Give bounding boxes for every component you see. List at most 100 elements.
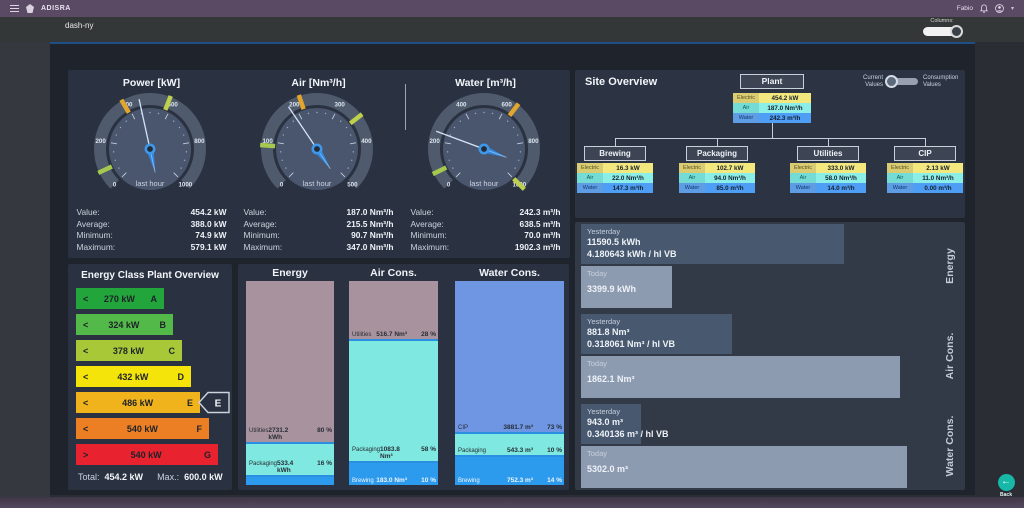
node-utilities-header: Utilities bbox=[797, 146, 859, 161]
values-toggle-knob[interactable] bbox=[885, 75, 898, 89]
bottom-strip bbox=[0, 497, 1024, 508]
class-letter: A bbox=[150, 293, 157, 304]
account-icon[interactable] bbox=[995, 4, 1004, 13]
column-title-1: Air Cons. bbox=[370, 267, 417, 279]
max-marker bbox=[348, 112, 364, 126]
node-row-water: Water 147.3 m³/h bbox=[577, 183, 653, 193]
gauge-needle bbox=[138, 99, 151, 150]
class-threshold: 378 kW bbox=[112, 345, 144, 356]
class-row-E: <486 kW E bbox=[76, 392, 200, 413]
stat-label: Value: bbox=[243, 207, 267, 217]
energy-class-rows: <270 kW A <324 kW B <378 kW C <432 kW D <486 kW E… bbox=[76, 288, 232, 466]
stat-label: Maximum: bbox=[243, 241, 283, 252]
gauge-stat-row: Maximum: 579.1 kW bbox=[77, 242, 227, 254]
node-row-label: Air bbox=[733, 103, 759, 113]
gauge-stat-row: Minimum: 70.0 m³/h bbox=[411, 230, 561, 242]
node-row-water: Water 85.0 m³/h bbox=[679, 183, 755, 193]
gauges-row: Power [kW] 0 200 400 600 800 1000 last hour Valu… bbox=[68, 70, 570, 253]
gauge-1: Air [Nm³/h] 0 100 200 300 400 500 last hour Valu… bbox=[235, 70, 402, 253]
segment-value: 1083.8 Nm³ bbox=[380, 446, 400, 461]
node-row-electric: Electric 333.0 kW bbox=[790, 163, 866, 173]
class-compare: > bbox=[83, 449, 89, 460]
columns-slider-knob[interactable] bbox=[950, 25, 963, 38]
user-name-label[interactable]: Fabio bbox=[956, 5, 973, 12]
avg-marker bbox=[119, 98, 131, 114]
tree-connector bbox=[615, 138, 926, 139]
node-row-electric: Electric 454.2 kW bbox=[733, 93, 811, 103]
today-bar-2: Today 5302.0 m³ bbox=[581, 446, 907, 488]
current-class-pointer: E bbox=[198, 391, 230, 414]
class-threshold: 270 kW bbox=[103, 293, 135, 304]
gauge-stat-row: Maximum: 347.0 Nm³/h bbox=[244, 242, 394, 254]
current-values-label: Current Values bbox=[862, 75, 883, 88]
yesterday-per-hl: 0.340136 m³ / hl VB bbox=[587, 429, 669, 439]
segment-pct: 10 % bbox=[547, 446, 562, 454]
daily-consumption-panel: Yesterday 11590.5 kWh 4.180643 kWh / hl VB… bbox=[575, 222, 965, 490]
stat-value: 454.2 kW bbox=[190, 207, 227, 217]
gauges-panel: Power [kW] 0 200 400 600 800 1000 last hour Valu… bbox=[68, 70, 570, 258]
account-caret-icon[interactable]: ▾ bbox=[1010, 6, 1014, 12]
stat-label: Average: bbox=[76, 218, 110, 229]
site-overview-panel: Site Overview Current Values Consumption… bbox=[575, 70, 965, 218]
segment-value: 183.0 Nm³ bbox=[376, 476, 407, 484]
node-row-label: Water bbox=[577, 183, 603, 193]
class-letter: B bbox=[159, 319, 166, 330]
yesterday-value: 881.8 Nm³ bbox=[587, 327, 630, 337]
values-toggle-slider[interactable] bbox=[885, 75, 918, 89]
class-letter: C bbox=[168, 345, 175, 356]
today-label: Today bbox=[587, 269, 608, 278]
node-row-value: 454.2 kW bbox=[759, 93, 811, 103]
values-toggle: Current Values Consumption Values bbox=[849, 75, 959, 89]
columns-slider[interactable] bbox=[923, 25, 963, 38]
svg-text:1000: 1000 bbox=[178, 181, 192, 188]
back-arrow-icon[interactable]: ← bbox=[997, 474, 1015, 491]
gauge-stat-row: Average: 388.0 kW bbox=[77, 219, 227, 231]
class-compare: < bbox=[83, 397, 89, 408]
yesterday-value: 11590.5 kWh bbox=[587, 237, 641, 247]
back-button[interactable]: ← Back bbox=[995, 474, 1017, 498]
node-row-value: 85.0 m³/h bbox=[705, 183, 755, 193]
class-compare: < bbox=[83, 319, 89, 330]
adisra-logo-icon bbox=[26, 4, 34, 13]
node-row-air: Air 22.0 Nm³/h bbox=[577, 173, 653, 183]
svg-text:200: 200 bbox=[429, 138, 440, 145]
stat-label: Average: bbox=[410, 218, 444, 229]
svg-text:400: 400 bbox=[361, 138, 372, 145]
consumption-values-label: Consumption Values bbox=[923, 75, 959, 88]
stat-label: Minimum: bbox=[410, 230, 447, 240]
class-letter: E bbox=[186, 397, 193, 408]
tree-connector bbox=[828, 138, 829, 146]
svg-text:800: 800 bbox=[194, 138, 205, 145]
stat-label: Value: bbox=[410, 207, 434, 217]
column-stack-1: Utilities 516.7 Nm³ 28 % Packaging 1083.8 Nm… bbox=[349, 281, 438, 485]
node-packaging-table: Electric 102.7 kW Air 94.0 Nm³/h Water 85.0 m… bbox=[679, 163, 755, 193]
svg-text:400: 400 bbox=[122, 101, 133, 108]
node-row-value: 58.0 Nm³/h bbox=[816, 173, 866, 183]
notifications-bell-icon[interactable] bbox=[980, 4, 988, 13]
total-label: Total: bbox=[78, 472, 100, 482]
stat-label: Maximum: bbox=[410, 241, 450, 252]
max-value: 600.0 kW bbox=[184, 472, 223, 482]
svg-text:300: 300 bbox=[335, 101, 346, 108]
avg-marker bbox=[296, 94, 306, 110]
today-label: Today bbox=[587, 449, 608, 458]
stat-value: 187.0 Nm³/h bbox=[346, 207, 394, 217]
stat-value: 74.9 kW bbox=[195, 230, 227, 240]
back-label: Back bbox=[1000, 492, 1012, 498]
segment-label: Utilities 2731.2 kWh 80 % bbox=[249, 427, 332, 441]
node-row-label: Electric bbox=[790, 163, 816, 173]
node-row-water: Water 242.3 m³/h bbox=[733, 113, 811, 123]
node-row-value: 16.3 kW bbox=[603, 163, 653, 173]
segment-label: Packaging 543.3 m³ 10 % bbox=[458, 447, 562, 454]
yesterday-per-hl: 4.180643 kWh / hl VB bbox=[587, 249, 677, 259]
class-compare: < bbox=[83, 293, 89, 304]
node-row-electric: Electric 16.3 kW bbox=[577, 163, 653, 173]
node-row-label: Water bbox=[790, 183, 816, 193]
stat-value: 242.3 m³/h bbox=[519, 207, 561, 217]
segment-pct: 80 % bbox=[317, 426, 332, 434]
node-row-value: 94.0 Nm³/h bbox=[705, 173, 755, 183]
svg-text:0: 0 bbox=[113, 181, 117, 188]
svg-text:0: 0 bbox=[447, 181, 451, 188]
hamburger-menu-icon[interactable] bbox=[10, 5, 19, 12]
segment-name: Packaging bbox=[249, 461, 278, 467]
